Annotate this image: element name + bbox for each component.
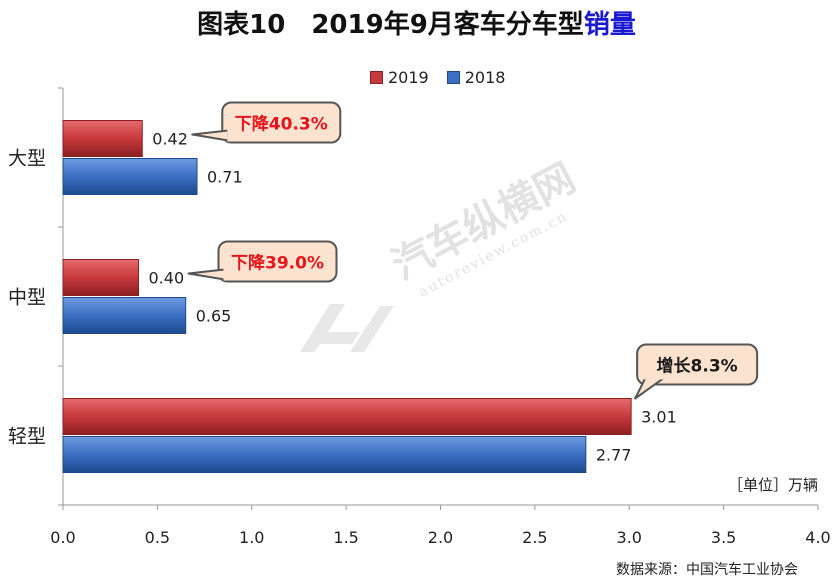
- callout-joint: [644, 375, 667, 380]
- x-tick-label: 0.0: [50, 528, 75, 547]
- bar-2018: [62, 436, 587, 473]
- callout: 下降39.0%: [187, 240, 338, 283]
- source-note: 数据来源：中国汽车工业协会: [616, 562, 798, 578]
- callout-pointer: [187, 268, 226, 281]
- bars: [62, 120, 632, 473]
- callout-text: 增长8.3%: [657, 356, 738, 377]
- legend-item-2019: 2019: [370, 68, 429, 87]
- callout-joint: [227, 127, 232, 142]
- value-label-2019: 0.42: [152, 130, 188, 149]
- legend-swatch-2019: [370, 71, 383, 84]
- callout-text: 下降40.3%: [235, 114, 328, 135]
- legend-swatch-2018: [446, 71, 460, 84]
- bar-2019: [62, 259, 139, 296]
- callout-box: [636, 343, 759, 386]
- y-category-label: 大型: [8, 148, 46, 170]
- x-tick-label: 2.0: [428, 528, 453, 547]
- title-main: 2019年9月客车分车型: [311, 10, 584, 40]
- bar-2019: [62, 120, 143, 157]
- x-tick-label: 2.5: [522, 528, 547, 547]
- callout-box: [221, 101, 342, 144]
- value-label-2019: 3.01: [641, 408, 677, 427]
- x-tick-label: 1.5: [333, 528, 358, 547]
- value-labels: 0.42 0.71 0.40 0.65 3.01 2.77: [149, 130, 677, 465]
- bar-2018: [62, 297, 187, 334]
- callout: 增长8.3%: [634, 343, 759, 400]
- callout-text: 下降39.0%: [231, 253, 324, 274]
- legend-item-2018: 2018: [446, 68, 506, 87]
- value-label-2018: 2.77: [596, 446, 632, 465]
- callout-joint: [223, 266, 228, 281]
- legend-label-2018: 2018: [464, 68, 506, 87]
- x-tick-label: 3.5: [711, 528, 736, 547]
- title-accent: 销量: [583, 10, 636, 40]
- value-label-2018: 0.71: [207, 168, 243, 187]
- chart-title: 图表10 2019年9月客车分车型销量: [0, 4, 833, 41]
- x-tick-label: 0.5: [145, 528, 170, 547]
- callouts: 下降40.3% 下降39.0% 增长8.3%: [187, 101, 759, 400]
- legend: 2019 2018: [370, 68, 505, 87]
- legend-label-2019: 2019: [388, 68, 429, 87]
- x-tick-label: 1.0: [239, 528, 264, 547]
- bar-2019: [62, 398, 632, 435]
- callout-box: [217, 240, 338, 283]
- bar-2018: [62, 158, 198, 195]
- y-category-label: 轻型: [8, 426, 46, 448]
- callout-pointer: [191, 129, 230, 142]
- figure-number: 图表10: [197, 10, 286, 40]
- unit-label: ［单位］万辆: [728, 476, 819, 494]
- x-tick-label: 3.0: [617, 528, 642, 547]
- x-tick-label: 4.0: [805, 528, 830, 547]
- y-category-label: 中型: [8, 287, 46, 309]
- callout: 下降40.3%: [191, 101, 342, 144]
- value-label-2018: 0.65: [196, 307, 232, 326]
- value-label-2019: 0.40: [149, 269, 185, 288]
- watermark-logo-icon: [300, 304, 394, 352]
